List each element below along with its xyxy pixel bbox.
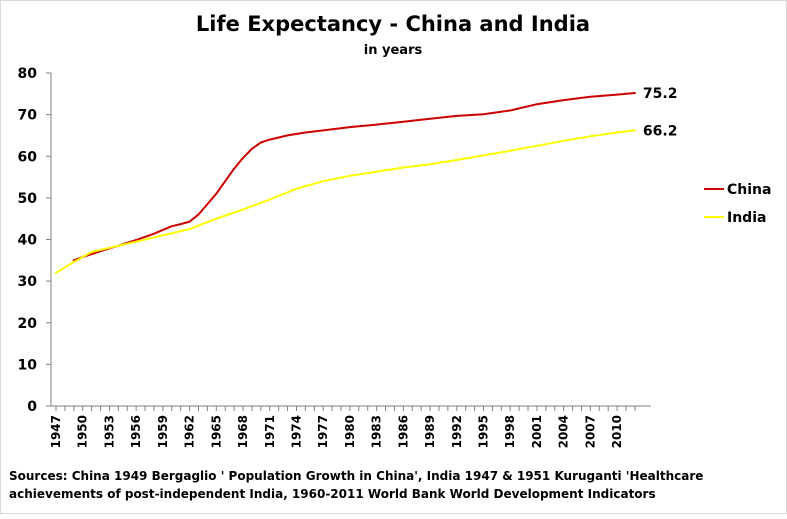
x-tick-label: 1992 (450, 415, 464, 448)
x-tick-label: 1959 (156, 415, 170, 448)
x-tick-label: 1968 (236, 415, 250, 448)
x-tick-label: 1953 (102, 415, 116, 448)
y-tick-label: 0 (27, 399, 37, 415)
legend-label-india: India (727, 210, 766, 226)
end-value-label-china: 75.2 (643, 86, 678, 102)
x-tick-label: 1956 (129, 415, 143, 448)
series-line-china (72, 92, 636, 262)
axes: 0 10 20 30 40 50 60 70 80 1947 1950 1953 1956 1959 196… (18, 66, 651, 448)
x-tick-label: 1995 (477, 415, 491, 448)
legend: China India (704, 182, 771, 226)
x-tick-label: 1974 (289, 415, 303, 448)
x-tick-label: 1950 (76, 415, 90, 448)
x-tick-label: 2001 (530, 415, 544, 448)
x-tick-label: 1986 (396, 415, 410, 448)
y-tick-label: 10 (18, 357, 38, 373)
end-value-label-india: 66.2 (643, 123, 678, 139)
y-tick-label: 30 (18, 274, 38, 290)
x-tick-label: 1983 (370, 415, 384, 448)
x-tick-label: 1977 (316, 415, 330, 448)
source-note: Sources: China 1949 Bergaglio ' Populati… (9, 469, 704, 501)
x-tick-label: 1971 (263, 415, 277, 448)
x-tick-label: 1998 (503, 415, 517, 448)
legend-label-china: China (727, 182, 771, 198)
y-tick-label: 40 (18, 233, 38, 249)
x-tick-label: 1962 (183, 415, 197, 448)
x-tick-label: 1965 (209, 415, 223, 448)
y-tick-label: 60 (18, 149, 38, 165)
x-tick-label: 1989 (423, 415, 437, 448)
y-tick-label: 70 (18, 108, 38, 124)
x-tick-label: 1980 (343, 415, 357, 448)
x-tick-label: 2010 (610, 415, 624, 448)
chart-title: Life Expectancy - China and India (196, 12, 590, 36)
y-tick-label: 50 (18, 191, 38, 207)
series-line-india (55, 129, 636, 274)
y-tick-label: 80 (18, 66, 38, 82)
series-layer: 75.2 66.2 (55, 86, 678, 274)
x-tick-label: 2004 (557, 415, 571, 448)
y-tick-label: 20 (18, 316, 38, 332)
chart-subtitle: in years (364, 43, 423, 58)
x-tick-label: 1947 (49, 415, 63, 448)
x-tick-label: 2007 (583, 415, 597, 448)
